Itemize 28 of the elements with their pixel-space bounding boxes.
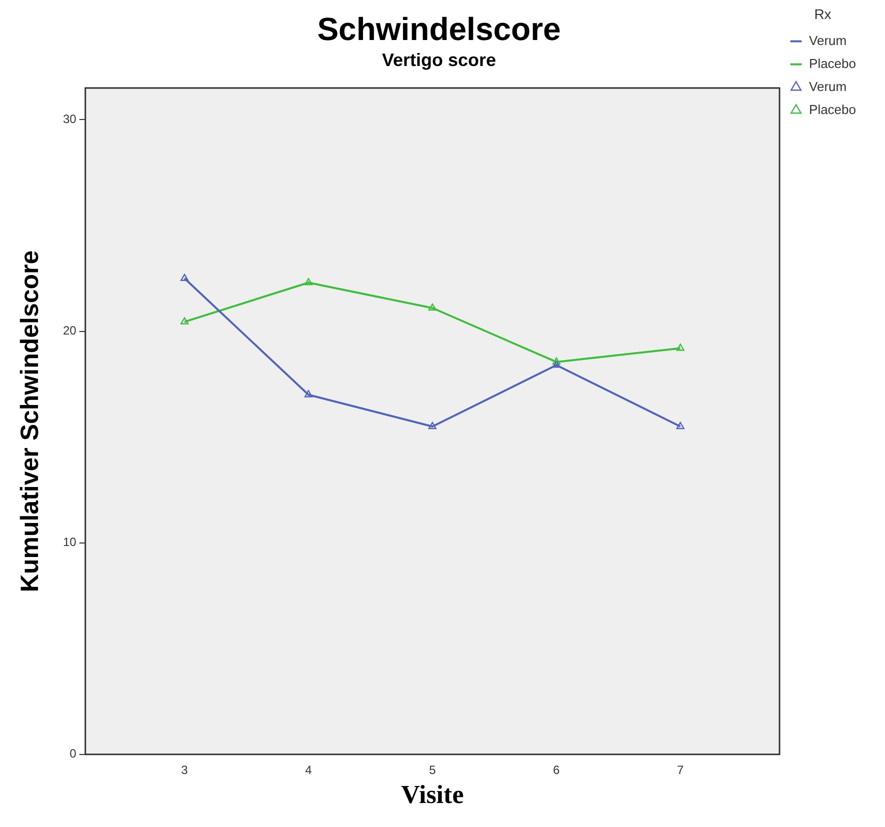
chart-subtitle: Vertigo score xyxy=(382,50,496,70)
point xyxy=(180,274,189,281)
x-tick-label: 5 xyxy=(429,762,436,777)
x-tick-label: 3 xyxy=(181,762,188,777)
y-tick-label: 30 xyxy=(62,112,77,126)
legend-title: Rx xyxy=(814,6,832,22)
y-tick-label: 10 xyxy=(62,535,77,550)
text: Placebo xyxy=(809,56,856,71)
chart-title: Schwindelscore xyxy=(317,11,561,48)
point xyxy=(180,317,189,324)
point xyxy=(304,390,313,398)
point xyxy=(428,422,436,430)
point xyxy=(552,357,560,365)
point xyxy=(676,422,684,430)
x-tick-label: 4 xyxy=(305,762,312,777)
point xyxy=(676,344,684,351)
text: Verum xyxy=(809,32,847,48)
point xyxy=(552,360,560,368)
x-tick-label: 7 xyxy=(677,762,684,777)
point xyxy=(428,303,436,311)
legend-label: Placebo xyxy=(809,102,856,117)
legend-label: Verum xyxy=(809,78,847,94)
y-axis-title: Kumulativer Schwindelscore xyxy=(16,250,44,592)
point xyxy=(304,278,313,286)
x-axis-title: Visite xyxy=(401,780,464,810)
y-tick-label: 0 xyxy=(70,746,77,761)
x-tick-label: 6 xyxy=(553,762,560,777)
y-tick-label: 20 xyxy=(62,324,77,338)
